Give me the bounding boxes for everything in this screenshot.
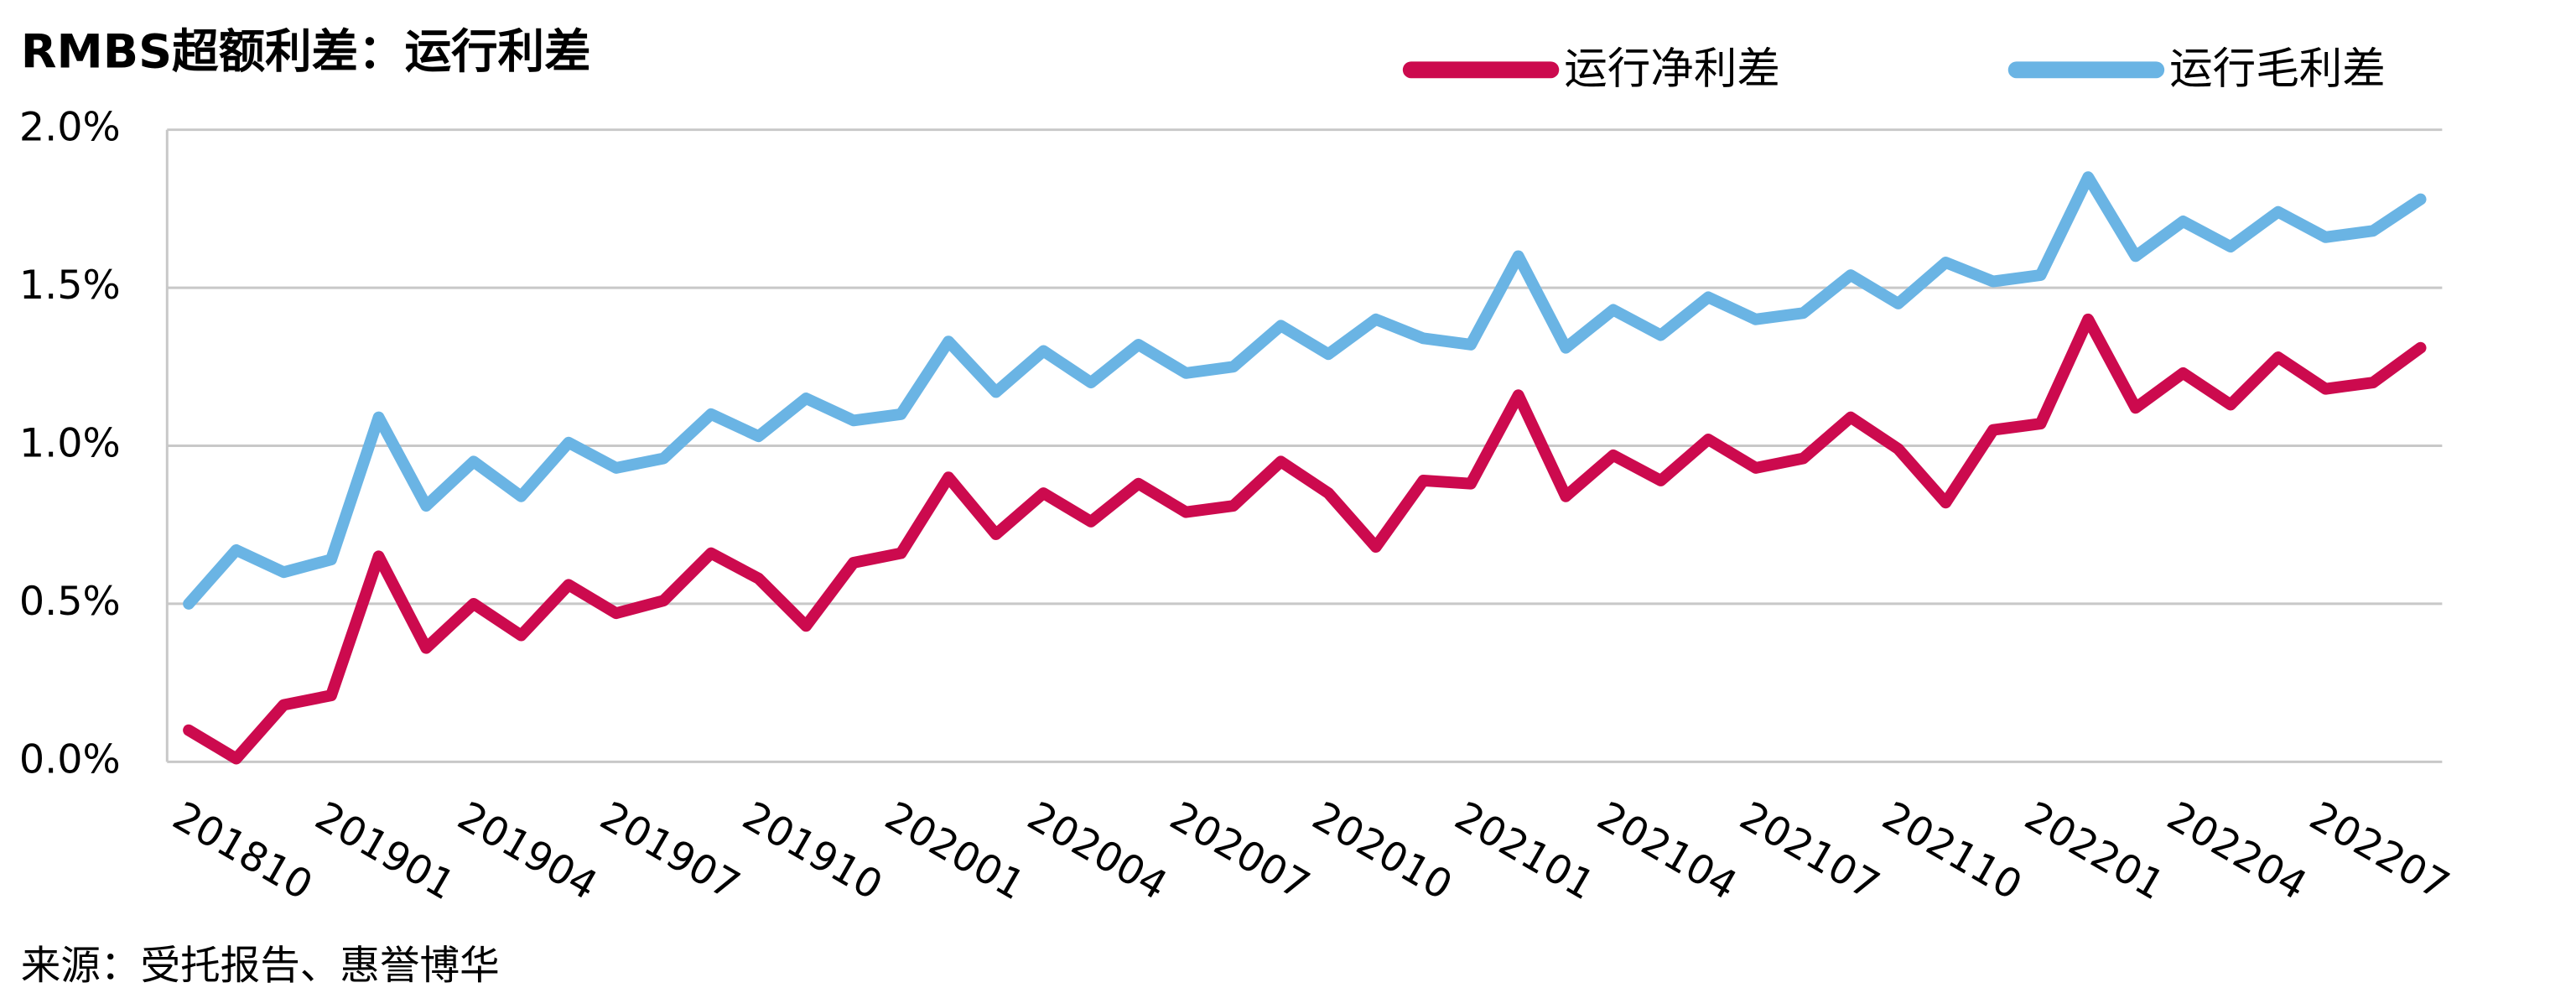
legend-label: 运行净利差 [1564,44,1780,94]
x-tick-label: 202101 [1447,793,1602,909]
x-tick-label: 201810 [165,793,320,909]
y-tick-label: 0.0% [19,736,121,782]
y-tick-label: 0.5% [19,579,121,625]
x-tick-label: 201904 [449,793,605,909]
source-note: 来源：受托报告、惠誉博华 [21,943,500,989]
x-tick-label: 202104 [1590,793,1745,909]
line-series [183,313,2427,765]
x-tick-label: 202001 [877,793,1032,909]
y-tick-label: 2.0% [19,105,121,151]
line-series [183,171,2427,610]
y-tick-label: 1.0% [19,421,121,467]
y-tick-label: 1.5% [19,263,121,309]
x-tick-label: 202004 [1020,793,1175,909]
chart-title: RMBS超额利差：运行利差 [21,25,591,80]
x-tick-label: 202007 [1162,793,1317,909]
x-tick-label: 202207 [2302,793,2457,909]
x-tick-label: 202110 [1874,793,2029,909]
x-tick-label: 202204 [2159,793,2314,909]
x-tick-label: 201907 [592,793,747,909]
legend-label: 运行毛利差 [2169,44,2386,94]
x-tick-label: 201901 [308,793,463,909]
x-tick-label: 202107 [1732,793,1887,909]
x-tick-label: 202010 [1305,793,1460,909]
x-tick-label: 201910 [735,793,890,909]
x-tick-label: 202201 [2017,793,2172,909]
